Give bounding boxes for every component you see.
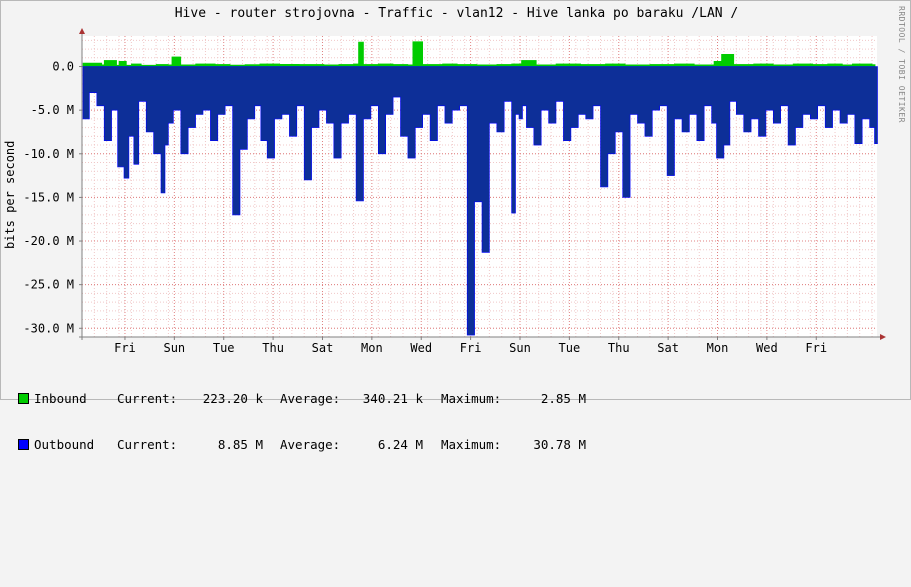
x-tick-label: Thu	[608, 341, 630, 355]
y-tick-label: -5.0 M	[31, 103, 74, 117]
legend: Inbound Current: 223.20 k Average: 340.2…	[18, 361, 586, 483]
y-tick-label: -15.0 M	[23, 190, 74, 204]
x-tick-label: Wed	[756, 341, 778, 355]
outbound-average: 6.24 M	[377, 437, 423, 452]
outbound-swatch	[18, 439, 29, 450]
y-tick-label: -25.0 M	[23, 278, 74, 292]
inbound-maximum-label: Maximum:	[441, 391, 502, 406]
y-axis-arrow	[79, 28, 85, 34]
inbound-swatch	[18, 393, 29, 404]
inbound-maximum: 2.85 M	[540, 391, 586, 406]
outbound-maximum-label: Maximum:	[441, 437, 502, 452]
outbound-name: Outbound	[34, 437, 95, 452]
x-tick-label: Sun	[509, 341, 531, 355]
inbound-average-label: Average:	[280, 391, 341, 406]
x-tick-label: Sat	[312, 341, 334, 355]
y-tick-label: -10.0 M	[23, 147, 74, 161]
x-tick-label: Sat	[657, 341, 679, 355]
legend-row-inbound: Inbound Current: 223.20 k Average: 340.2…	[18, 391, 586, 407]
y-tick-label: 0.0	[52, 60, 74, 74]
inbound-current: 223.20 k	[202, 391, 263, 406]
y-tick-label: -20.0 M	[23, 234, 74, 248]
x-axis-arrow	[880, 334, 886, 340]
y-tick-label: -30.0 M	[23, 321, 74, 335]
x-tick-label: Sun	[163, 341, 185, 355]
outbound-maximum: 30.78 M	[533, 437, 586, 452]
series-area-outbound	[82, 66, 878, 336]
x-tick-label: Fri	[460, 341, 482, 355]
outbound-average-label: Average:	[280, 437, 341, 452]
x-tick-label: Fri	[805, 341, 827, 355]
x-tick-label: Wed	[410, 341, 432, 355]
outbound-current: 8.85 M	[217, 437, 263, 452]
x-tick-label: Tue	[213, 341, 235, 355]
x-tick-label: Tue	[559, 341, 581, 355]
x-tick-label: Fri	[114, 341, 136, 355]
x-tick-label: Mon	[361, 341, 383, 355]
inbound-current-label: Current:	[117, 391, 178, 406]
inbound-average: 340.21 k	[362, 391, 423, 406]
graph-frame: Hive - router strojovna - Traffic - vlan…	[0, 0, 911, 452]
series-layer	[82, 41, 878, 336]
plot-area: 0.0 -5.0 M -10.0 M -15.0 M -20.0 M -25.0 M -30…	[23, 28, 886, 355]
inbound-name: Inbound	[34, 391, 87, 406]
tick-labels: 0.0 -5.0 M -10.0 M -15.0 M -20.0 M -25.0 M -30…	[23, 60, 827, 355]
axes	[79, 28, 886, 340]
chart-title: Hive - router strojovna - Traffic - vlan…	[174, 6, 739, 21]
legend-row-outbound: Outbound Current: 8.85 M Average: 6.24 M…	[18, 437, 586, 453]
x-tick-label: Mon	[707, 341, 729, 355]
watermark: RRDTOOL / TOBI OETIKER	[897, 6, 906, 123]
series-area-inbound	[82, 41, 876, 67]
outbound-current-label: Current:	[117, 437, 178, 452]
x-tick-label: Thu	[262, 341, 284, 355]
